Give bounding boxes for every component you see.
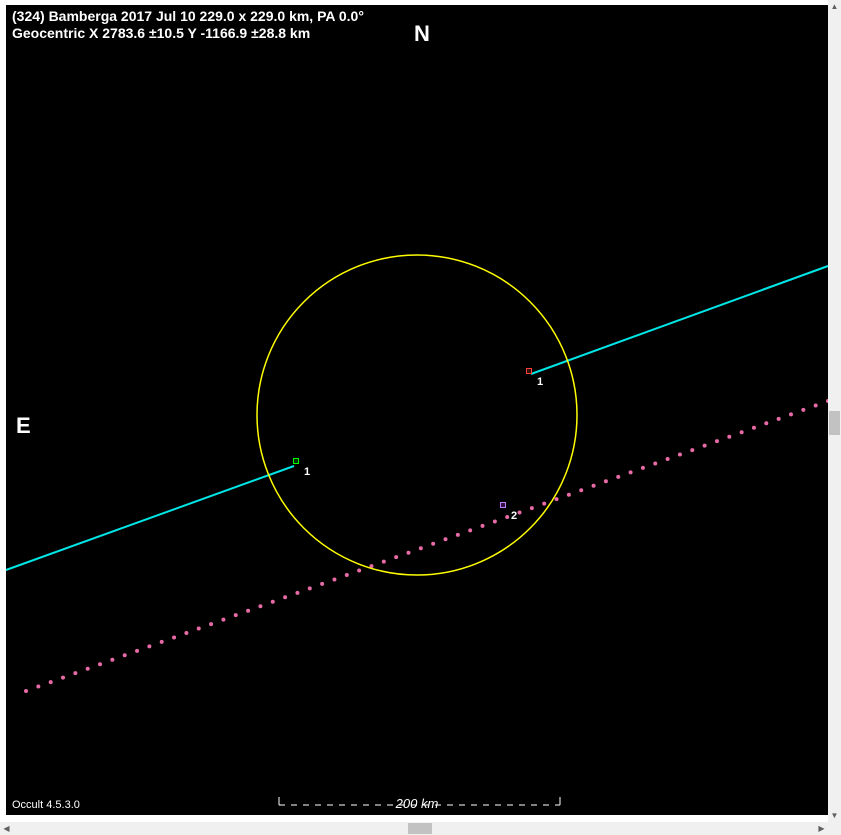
scroll-left-arrow[interactable]: ◀: [0, 822, 13, 835]
version-label: Occult 4.5.3.0: [12, 799, 80, 811]
chord-marker-label: 1: [537, 376, 543, 388]
vscroll-track[interactable]: [828, 13, 841, 809]
plot-canvas: [6, 5, 828, 815]
scroll-down-arrow[interactable]: ▼: [828, 809, 841, 822]
north-indicator: N: [414, 21, 430, 47]
chord-marker: [293, 458, 299, 464]
chord-marker: [526, 368, 532, 374]
horizontal-scrollbar[interactable]: ◀ ▶: [0, 822, 828, 835]
vscroll-thumb[interactable]: [829, 411, 840, 435]
hscroll-thumb[interactable]: [408, 823, 432, 834]
title-line-2: Geocentric X 2783.6 ±10.5 Y -1166.9 ±28.…: [12, 25, 310, 41]
chord-marker-label: 1: [304, 466, 310, 478]
scroll-right-arrow[interactable]: ▶: [815, 822, 828, 835]
chord-marker-label: 2: [511, 510, 517, 522]
scale-label: 200 km: [396, 796, 439, 811]
scroll-up-arrow[interactable]: ▲: [828, 0, 841, 13]
vertical-scrollbar[interactable]: ▲ ▼: [828, 0, 841, 822]
east-indicator: E: [16, 413, 31, 439]
occultation-plot[interactable]: (324) Bamberga 2017 Jul 10 229.0 x 229.0…: [6, 5, 828, 815]
hscroll-track[interactable]: [13, 822, 815, 835]
scrollbar-corner: [828, 822, 841, 835]
title-line-1: (324) Bamberga 2017 Jul 10 229.0 x 229.0…: [12, 8, 364, 24]
chord-marker: [500, 502, 506, 508]
